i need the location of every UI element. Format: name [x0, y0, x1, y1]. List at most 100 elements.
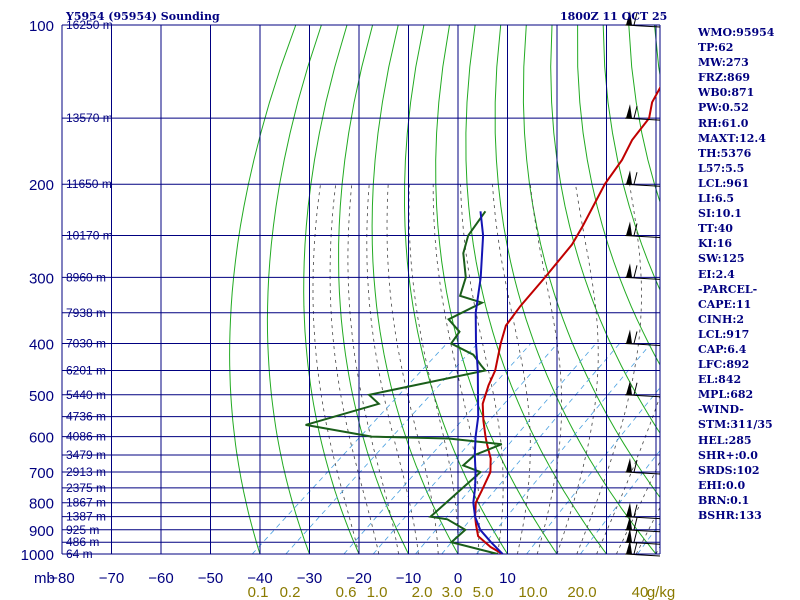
- index-line: SI:10.1: [698, 207, 742, 221]
- height-label: 3479 m: [66, 448, 106, 462]
- moist-adiabat: [347, 184, 399, 554]
- height-label: 64 m: [66, 547, 93, 561]
- dry-adiabat: [465, 25, 607, 554]
- height-label: 925 m: [66, 523, 99, 537]
- index-line: BSHR:133: [698, 509, 762, 522]
- pressure-tick-label: 100: [29, 18, 54, 35]
- temperature-tick-label: −40: [247, 570, 272, 587]
- height-label: 1387 m: [66, 510, 106, 524]
- index-line: CAP:6.4: [698, 342, 747, 356]
- wind-barb: [624, 380, 661, 398]
- index-line: SHR+:0.0: [698, 448, 758, 462]
- wind-barb: [624, 263, 661, 280]
- index-line: SRDS:102: [698, 463, 760, 477]
- indices-panel: WMO:95954 TP:62 MW:273 FRZ:869 WB0:871 PW:0.5…: [698, 25, 798, 523]
- dry-adiabat: [303, 25, 360, 554]
- temperature-tick-label: 0: [454, 570, 462, 587]
- height-label: 13570 m: [66, 111, 113, 125]
- mixing-ratio-line: [415, 343, 597, 554]
- wind-barb: [624, 221, 661, 239]
- height-label: 4086 m: [66, 430, 106, 444]
- mixing-ratio-label: 10.0: [518, 584, 547, 600]
- mixing-ratio-label: 1.0: [367, 584, 388, 600]
- temperature-tick-label: 10: [499, 570, 516, 587]
- index-line: HEL:285: [698, 433, 752, 447]
- index-line: EHI:0.0: [698, 478, 746, 492]
- pressure-tick-label: 700: [29, 465, 54, 482]
- index-line: CINH:2: [698, 312, 745, 326]
- index-line: KI:16: [698, 237, 733, 251]
- mixing-ratio-line: [285, 343, 478, 554]
- index-line: LCL:917: [698, 327, 750, 341]
- temperature-tick-label: −70: [99, 570, 124, 587]
- valid-time: 1800Z 11 OCT 25: [560, 10, 668, 23]
- moist-adiabat: [635, 506, 660, 554]
- index-line: MPL:682: [698, 388, 754, 402]
- height-label: 486 m: [66, 535, 99, 549]
- wind-barb: [624, 104, 661, 121]
- wind-barb: [624, 11, 661, 28]
- height-label: 5440 m: [66, 388, 106, 402]
- index-line: CAPE:11: [698, 297, 752, 311]
- height-label: 6201 m: [66, 364, 106, 378]
- index-line: L57:5.5: [698, 161, 745, 175]
- wind-barbs: [624, 11, 661, 557]
- dry-adiabat: [494, 25, 657, 554]
- height-label: 7938 m: [66, 306, 106, 320]
- pressure-tick-label: 600: [29, 430, 54, 447]
- pressure-tick-label: 1000: [21, 547, 54, 564]
- temperature-tick-label: −50: [198, 570, 223, 587]
- mixing-ratio-line: [476, 343, 652, 554]
- temperature-tick-label: −20: [346, 570, 371, 587]
- mixing-ratio-label: 0.1: [248, 584, 269, 600]
- index-line: STM:311/35: [698, 418, 773, 432]
- temperature-tick-label: −10: [396, 570, 421, 587]
- mixing-ratio-label: 0.6: [336, 584, 357, 600]
- mixing-ratio-line: [343, 343, 532, 554]
- index-line: SW:125: [698, 252, 745, 266]
- wind-barb: [624, 528, 661, 545]
- mixing-ratio-label: g/kg: [647, 584, 675, 600]
- wind-barb: [624, 170, 661, 187]
- moist-adiabat: [492, 184, 531, 554]
- index-line: FRZ:869: [698, 71, 751, 85]
- index-line: TP:62: [698, 41, 734, 55]
- index-line: LFC:892: [698, 358, 750, 372]
- grid: [61, 24, 661, 555]
- index-line: WMO:95954: [698, 26, 775, 39]
- index-line: MW:273: [698, 56, 749, 70]
- series-line-1: [305, 210, 503, 554]
- temperature-tick-label: −30: [297, 570, 322, 587]
- wind-barb: [624, 540, 661, 557]
- height-label: 1867 m: [66, 496, 106, 510]
- temperature-tick-label: −80: [49, 570, 74, 587]
- moist-adiabat: [576, 184, 642, 554]
- height-label: 16250 m: [66, 18, 113, 32]
- dry-adiabat: [371, 25, 459, 554]
- index-line: -PARCEL-: [698, 282, 758, 296]
- mixing-ratio-line: [251, 343, 448, 554]
- height-label: 2913 m: [66, 465, 106, 479]
- index-line: -WIND-: [698, 403, 744, 417]
- pressure-tick-label: 500: [29, 388, 54, 405]
- moist-adiabat: [596, 395, 660, 554]
- height-label: 2375 m: [66, 481, 106, 495]
- wind-barb: [624, 515, 661, 533]
- pressure-tick-label: 300: [29, 270, 54, 287]
- station-title: Y5954 (95954) Sounding: [66, 10, 220, 23]
- dry-adiabat: [522, 25, 660, 499]
- mixing-ratio-line: [526, 387, 660, 554]
- index-line: MAXT:12.4: [698, 131, 766, 145]
- dry-adiabat: [266, 25, 322, 554]
- temperature-tick-label: −60: [148, 570, 173, 587]
- mixing-ratio-label: 0.2: [280, 584, 301, 600]
- index-line: TH:5376: [698, 146, 752, 160]
- series-line-0: [474, 85, 660, 554]
- mixing-ratio-label: 40: [632, 584, 649, 600]
- mixing-ratio-label: 20.0: [567, 584, 596, 600]
- dry-adiabat: [229, 25, 297, 554]
- height-labels: 16250 m 13570 m 11650 m 10170 m 8960 m 7938 m…: [66, 18, 113, 561]
- dry-adiabat: [338, 25, 409, 554]
- index-line: LCL:961: [698, 176, 750, 190]
